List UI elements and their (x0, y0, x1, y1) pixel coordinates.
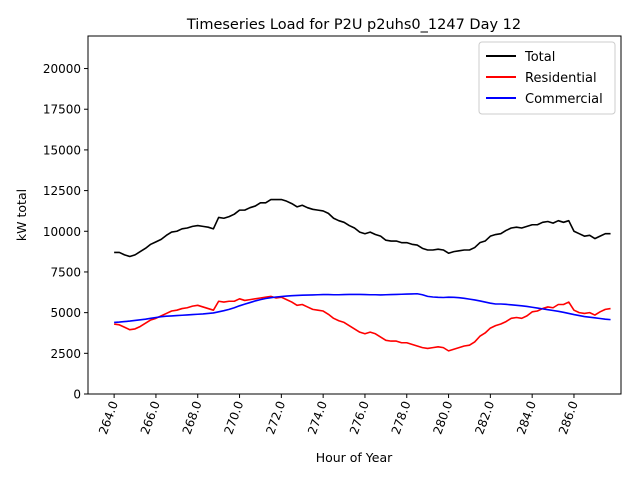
y-tick-label: 7500 (50, 265, 81, 279)
legend: Total Residential Commercial (478, 41, 616, 115)
x-axis-label: Hour of Year (316, 450, 393, 465)
chart-title: Timeseries Load for P2U p2uhs0_1247 Day … (186, 17, 521, 33)
y-tick-label: 20000 (43, 62, 81, 76)
y-tick-label: 17500 (43, 103, 81, 117)
series-lines (114, 198, 611, 352)
series-line-residential (114, 295, 611, 352)
y-tick-label: 12500 (43, 184, 81, 198)
y-tick-label: 5000 (50, 306, 81, 320)
series-line-total (114, 198, 611, 258)
legend-label-total: Total (524, 50, 555, 65)
y-axis-label: kW total (14, 189, 29, 241)
y-tick-label: 2500 (50, 347, 81, 361)
y-axis-ticks: 0 2500 5000 7500 10000 12500 15000 17500 20000 (43, 62, 88, 402)
series-line-commercial (114, 292, 611, 324)
legend-box (478, 41, 616, 115)
y-tick-label: 0 (73, 388, 81, 402)
plot-area-frame (87, 35, 622, 395)
legend-label-commercial: Commercial (525, 92, 603, 107)
legend-label-residential: Residential (525, 71, 597, 86)
y-tick-label: 10000 (43, 225, 81, 239)
y-tick-label: 15000 (43, 143, 81, 157)
